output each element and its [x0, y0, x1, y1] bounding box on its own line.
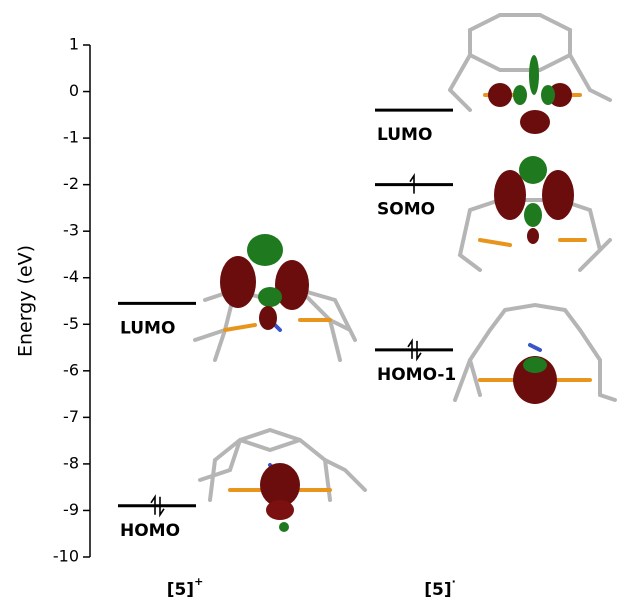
orbital-picture: [195, 234, 355, 360]
group-superscript: ·: [452, 575, 456, 588]
chart: Energy (eV) -10-9-8-7-6-5-4-3-2-101[5]+L…: [0, 0, 620, 607]
level-label: HOMO-1: [377, 365, 456, 385]
y-tick-label: -8: [63, 453, 79, 472]
y-tick-label: 0: [69, 81, 79, 100]
level-label: LUMO: [120, 318, 175, 338]
orbital-picture: [460, 156, 610, 270]
y-tick-label: -3: [63, 221, 79, 240]
level-label: HOMO: [120, 521, 180, 541]
y-tick-label: -10: [53, 547, 79, 566]
group-superscript: +: [194, 575, 203, 588]
y-tick-label: -5: [63, 314, 79, 333]
y-tick-label: -7: [63, 407, 79, 426]
level-label: LUMO: [377, 125, 432, 145]
orbital-picture: [200, 430, 365, 532]
y-tick-label: -9: [63, 500, 79, 519]
group-label: [5]+: [167, 575, 204, 600]
y-tick-label: 1: [69, 35, 79, 54]
group-name: [5]: [167, 580, 194, 600]
group-label: [5]·: [424, 575, 456, 600]
y-tick-label: -2: [63, 174, 79, 193]
y-axis-label: Energy (eV): [15, 245, 37, 357]
y-tick-label: -4: [63, 267, 79, 286]
y-tick-label: -1: [63, 128, 79, 147]
orbital-picture: [455, 305, 615, 404]
level-label: SOMO: [377, 200, 435, 220]
y-tick-label: -6: [63, 360, 79, 379]
group-name: [5]: [424, 580, 451, 600]
orbital-picture: [450, 15, 610, 134]
